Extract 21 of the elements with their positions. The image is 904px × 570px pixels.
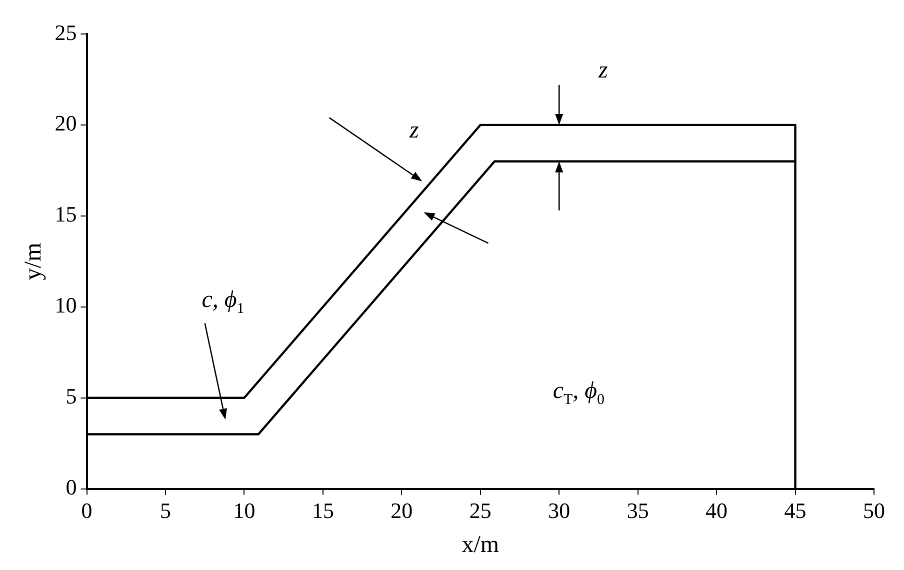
x-tick-label: 0: [81, 498, 92, 523]
y-tick-label: 15: [54, 202, 77, 227]
y-tick-label: 25: [54, 20, 77, 45]
y-tick-label: 10: [54, 292, 77, 318]
annotation: z: [408, 118, 420, 144]
annotation: z: [597, 58, 608, 84]
x-tick-label: 5: [160, 498, 172, 523]
y-tick-label: 5: [66, 384, 77, 409]
y-tick-label: 0: [66, 474, 77, 500]
x-tick-label: 10: [233, 498, 256, 523]
x-axis-title: x/m: [462, 532, 500, 558]
x-tick-label: 35: [626, 498, 649, 523]
x-tick-label: 25: [469, 498, 492, 523]
x-tick-label: 15: [312, 498, 334, 523]
y-axis-title: y/m: [20, 242, 47, 280]
y-tick-label: 20: [54, 110, 77, 136]
x-tick-label: 40: [706, 498, 728, 523]
x-tick-label: 30: [548, 498, 570, 523]
x-tick-label: 20: [390, 498, 413, 523]
x-tick-label: 45: [784, 498, 806, 523]
x-tick-label: 50: [863, 498, 885, 523]
